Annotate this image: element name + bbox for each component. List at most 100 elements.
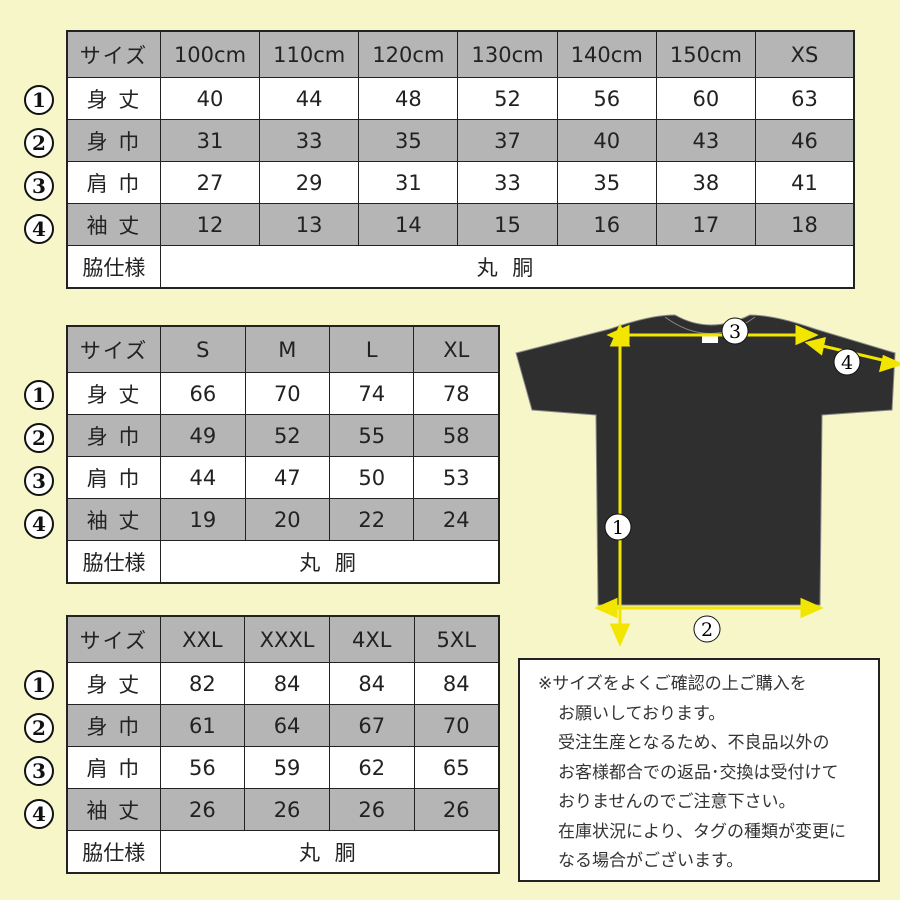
row-label: 身 巾 [66, 414, 162, 457]
marker-2: 2 [701, 619, 713, 641]
notice-box: ※サイズをよくご確認の上ご購入を お願いしております。 受注生産となるため、不良… [518, 658, 880, 882]
notice-line: 在庫状況により、タグの種類が変更に [558, 821, 846, 842]
table-row: 身 巾 31 33 35 37 40 43 46 [66, 119, 855, 162]
value-cell: 66 [160, 372, 246, 415]
value-cell: 22 [329, 498, 415, 541]
row-marker-icon: 4 [24, 799, 54, 829]
row-marker-icon: 1 [24, 670, 54, 700]
value-cell: 26 [244, 788, 331, 831]
row-marker-icon: 2 [24, 423, 54, 453]
header-cell: 100cm [159, 30, 261, 78]
value-cell: 24 [413, 498, 500, 541]
header-cell: XS [755, 30, 855, 78]
value-cell: 78 [413, 372, 500, 415]
row-label: 袖 丈 [66, 788, 161, 831]
side-label: 脇仕様 [66, 540, 162, 584]
table-row: 肩 巾 44 47 50 53 [66, 456, 500, 499]
value-cell: 29 [259, 161, 360, 204]
value-cell: 16 [556, 203, 657, 246]
value-cell: 84 [329, 662, 415, 705]
value-cell: 50 [329, 456, 415, 499]
table-row: 袖 丈 19 20 22 24 [66, 498, 500, 541]
value-cell: 65 [413, 746, 500, 789]
value-cell: 62 [329, 746, 415, 789]
notice-line: ※サイズをよくご確認の上ご購入を [538, 674, 807, 694]
value-cell: 43 [655, 119, 757, 162]
value-cell: 59 [244, 746, 331, 789]
header-cell: サイズ [66, 615, 161, 663]
row-marker-icon: 4 [24, 214, 54, 244]
value-cell: 53 [413, 456, 500, 499]
table-row: 袖 丈 12 13 14 15 16 17 18 [66, 203, 855, 246]
value-cell: 46 [755, 119, 855, 162]
value-cell: 33 [259, 119, 360, 162]
value-cell: 74 [329, 372, 415, 415]
value-cell: 31 [358, 161, 459, 204]
value-cell: 40 [556, 119, 657, 162]
value-cell: 17 [655, 203, 757, 246]
notice-line: お客様都合での返品･交換は受付けて [558, 762, 839, 783]
value-cell: 56 [556, 77, 657, 120]
row-marker-icon: 3 [24, 171, 54, 201]
size-table: サイズ 100cm 110cm 120cm 130cm 140cm 150cm XS 身 丈 40… [66, 30, 855, 289]
value-cell: 67 [329, 704, 415, 747]
value-cell: 63 [755, 77, 855, 120]
value-cell: 48 [358, 77, 459, 120]
value-cell: 70 [413, 704, 500, 747]
row-label: 肩 巾 [66, 456, 162, 499]
side-row: 脇仕様丸 胴 [66, 830, 500, 874]
row-label: 身 巾 [66, 704, 161, 747]
side-label: 脇仕様 [66, 830, 161, 874]
table-row: 身 丈 66 70 74 78 [66, 372, 500, 415]
notice-line: おりませんのでご注意下さい。 [558, 792, 796, 812]
value-cell: 26 [413, 788, 500, 831]
value-cell: 38 [655, 161, 757, 204]
row-label: 袖 丈 [66, 203, 161, 246]
value-cell: 19 [160, 498, 246, 541]
row-label: 身 巾 [66, 119, 161, 162]
header-cell: XXXL [244, 615, 331, 663]
header-cell: サイズ [66, 325, 162, 373]
value-cell: 27 [159, 161, 261, 204]
header-cell: 5XL [413, 615, 500, 663]
size-table: サイズ XXL XXXL 4XL 5XL 身 丈 82 84 84 84 身 巾 61 64 67 70 肩 … [66, 615, 500, 874]
table-row: 身 丈 82 84 84 84 [66, 662, 500, 705]
table-row: 身 巾 49 52 55 58 [66, 414, 500, 457]
value-cell: 84 [244, 662, 331, 705]
tshirt-diagram: 3 4 1 2 [515, 314, 900, 647]
value-cell: 37 [457, 119, 558, 162]
value-cell: 33 [457, 161, 558, 204]
value-cell: 49 [160, 414, 246, 457]
value-cell: 35 [358, 119, 459, 162]
value-cell: 47 [244, 456, 331, 499]
side-value: 丸 胴 [159, 830, 500, 874]
header-cell: 140cm [556, 30, 657, 78]
side-row: 脇仕様丸 胴 [66, 245, 855, 289]
value-cell: 70 [244, 372, 331, 415]
value-cell: 12 [159, 203, 261, 246]
row-marker-icon: 3 [24, 756, 54, 786]
row-marker-icon: 2 [24, 713, 54, 743]
header-cell: 4XL [329, 615, 415, 663]
header-row: サイズ 100cm 110cm 120cm 130cm 140cm 150cm XS [66, 30, 855, 78]
value-cell: 61 [159, 704, 246, 747]
header-cell: サイズ [66, 30, 161, 78]
row-marker-icon: 2 [24, 128, 54, 158]
value-cell: 56 [159, 746, 246, 789]
header-row: サイズ S M L XL [66, 325, 500, 373]
header-cell: 150cm [655, 30, 757, 78]
size-table: サイズ S M L XL 身 丈 66 70 74 78 身 巾 49 52 55 58 肩 巾 44 47 50 5… [66, 325, 500, 584]
side-label: 脇仕様 [66, 245, 161, 289]
header-cell: 110cm [259, 30, 360, 78]
value-cell: 26 [329, 788, 415, 831]
header-cell: M [244, 325, 331, 373]
side-value: 丸 胴 [159, 245, 855, 289]
side-row: 脇仕様丸 胴 [66, 540, 500, 584]
value-cell: 82 [159, 662, 246, 705]
row-label: 身 丈 [66, 372, 162, 415]
value-cell: 40 [159, 77, 261, 120]
notice-line: お願いしております。 [558, 703, 726, 724]
row-label: 肩 巾 [66, 746, 161, 789]
value-cell: 58 [413, 414, 500, 457]
value-cell: 84 [413, 662, 500, 705]
